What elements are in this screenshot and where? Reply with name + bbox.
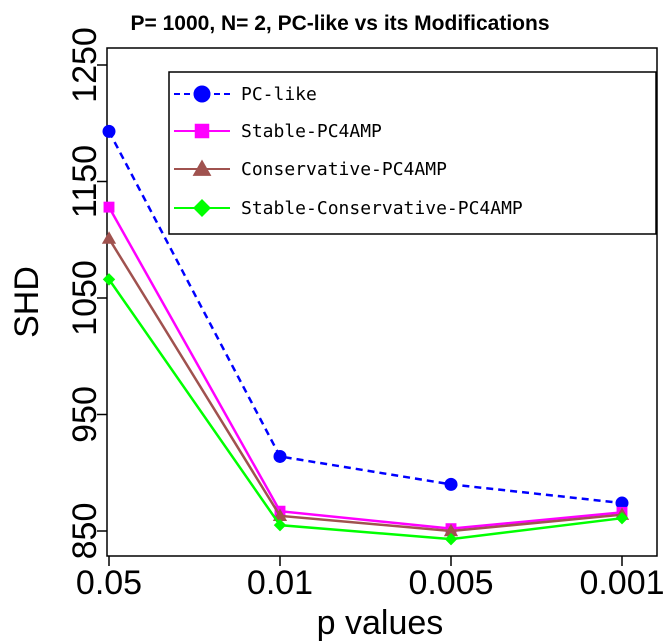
legend-label: Conservative-PC4AMP [241, 159, 447, 180]
data-point [615, 511, 629, 525]
data-point [102, 124, 116, 138]
data-point [101, 231, 117, 244]
y-tick-label: 850 [66, 503, 104, 560]
legend-entry: Conservative-PC4AMP [174, 159, 447, 180]
x-tick-label: 0.001 [579, 564, 664, 602]
series-line [107, 130, 623, 505]
y-tick-label: 1050 [66, 260, 104, 336]
series-line [107, 278, 623, 541]
legend-label: PC-like [241, 84, 317, 105]
x-tick-label: 0.05 [76, 564, 142, 602]
legend-entry: Stable-Conservative-PC4AMP [174, 198, 523, 219]
legend-entry: Stable-PC4AMP [174, 121, 382, 142]
plot-frame [106, 47, 658, 557]
y-tick-label: 950 [66, 386, 104, 443]
legend-marker [193, 85, 211, 103]
data-point [103, 201, 115, 213]
legend-label: Stable-PC4AMP [241, 121, 382, 142]
y-axis: 850 950 1050 1150 1250 [66, 27, 107, 559]
y-axis-title: SHD [8, 266, 46, 338]
legend: PC-like Stable-PC4AMP Conservative-PC4AMP S… [168, 71, 657, 235]
data-point [102, 273, 116, 286]
y-tick-label: 1150 [66, 145, 104, 218]
data-point [444, 477, 458, 491]
legend-entry: PC-like [174, 84, 317, 105]
series-1 [103, 201, 628, 535]
data-point [273, 518, 287, 532]
x-tick-label: 0.01 [247, 564, 313, 602]
legend-marker [194, 123, 210, 139]
series-line [107, 206, 623, 530]
data-point [444, 532, 458, 546]
x-axis: 0.05 0.01 0.005 0.001 [76, 556, 665, 602]
x-axis-title: p values [317, 604, 444, 641]
legend-marker [193, 199, 211, 217]
y-tick-label: 1250 [66, 27, 104, 103]
series-layer [101, 124, 630, 546]
data-point [273, 449, 287, 463]
legend-marker [192, 159, 212, 176]
series-3 [102, 273, 629, 546]
legend-box [168, 71, 657, 235]
chart-title: P= 1000, N= 2, PC-like vs its Modificati… [131, 12, 550, 35]
legend-label: Stable-Conservative-PC4AMP [241, 198, 523, 219]
x-tick-label: 0.005 [408, 564, 493, 602]
series-line [107, 237, 623, 533]
